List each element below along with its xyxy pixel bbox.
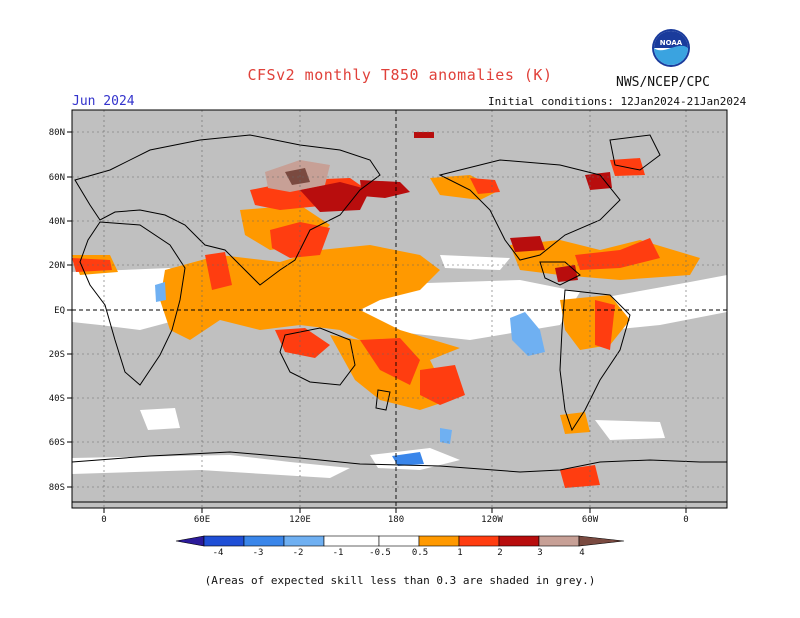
lat-label: 80N xyxy=(49,128,65,138)
colorbar-label: 4 xyxy=(579,548,584,558)
lon-label: 60W xyxy=(582,515,599,525)
anomaly-mid-blue xyxy=(392,452,424,466)
lon-label: 180 xyxy=(388,515,404,525)
colorbar-cell xyxy=(538,535,580,547)
colorbar-label: 1 xyxy=(457,548,462,558)
lat-label: 60S xyxy=(49,438,65,448)
colorbar xyxy=(175,535,625,547)
lon-label: 120E xyxy=(289,515,311,525)
colorbar-cell xyxy=(378,535,420,547)
colorbar-cell xyxy=(578,535,625,547)
lat-label: 60N xyxy=(49,173,65,183)
colorbar-cell xyxy=(498,535,540,547)
lon-label: 60E xyxy=(194,515,210,525)
tick-marks xyxy=(67,131,687,513)
lat-label: 40N xyxy=(49,217,65,227)
lat-label: EQ xyxy=(54,306,65,316)
anomaly-blue xyxy=(155,282,545,444)
lat-label: 80S xyxy=(49,483,65,493)
colorbar-cell xyxy=(418,535,460,547)
colorbar-label: -3 xyxy=(253,548,264,558)
anomaly-brown xyxy=(285,168,310,185)
colorbar-label: -4 xyxy=(213,548,224,558)
initial-conditions: Initial conditions: 12Jan2024-21Jan2024 xyxy=(488,95,747,108)
map-frame xyxy=(71,109,728,509)
lat-label: 40S xyxy=(49,394,65,404)
agency-label: NWS/NCEP/CPC xyxy=(616,75,710,90)
colorbar-label: -0.5 xyxy=(369,548,391,558)
latitude-labels: 80N 60N 40N 20N EQ 20S 40S 60S 80S xyxy=(49,128,65,493)
colorbar-cell xyxy=(203,535,245,547)
colorbar-label: 0.5 xyxy=(412,548,428,558)
chart-title: CFSv2 monthly T850 anomalies (K) xyxy=(247,66,553,84)
logo-text: NOAA xyxy=(660,39,683,47)
noaa-logo-icon: NOAA xyxy=(652,29,690,67)
colorbar-cell xyxy=(458,535,500,547)
lat-label: 20N xyxy=(49,261,65,271)
colorbar-label: 2 xyxy=(497,548,502,558)
lat-label: 20S xyxy=(49,350,65,360)
colorbar-label: -2 xyxy=(293,548,304,558)
lon-label: 0 xyxy=(101,515,106,525)
reference-lines xyxy=(72,110,727,508)
lon-label: 0 xyxy=(683,515,688,525)
skill-note: (Areas of expected skill less than 0.3 a… xyxy=(204,574,596,587)
colorbar-cell xyxy=(323,535,380,547)
colorbar-label: -1 xyxy=(333,548,344,558)
anomaly-dark-red xyxy=(300,132,612,282)
colorbar-cell xyxy=(243,535,285,547)
lon-label: 120W xyxy=(481,515,503,525)
colorbar-cell xyxy=(283,535,325,547)
forecast-month: Jun 2024 xyxy=(72,94,135,109)
colorbar-cell xyxy=(175,535,205,547)
colorbar-labels: -4 -3 -2 -1 -0.5 0.5 1 2 3 4 xyxy=(213,548,585,558)
colorbar-label: 3 xyxy=(537,548,542,558)
grid-lines xyxy=(72,110,727,508)
longitude-labels: 0 60E 120E 180 120W 60W 0 xyxy=(101,515,688,525)
coastlines xyxy=(71,134,727,503)
